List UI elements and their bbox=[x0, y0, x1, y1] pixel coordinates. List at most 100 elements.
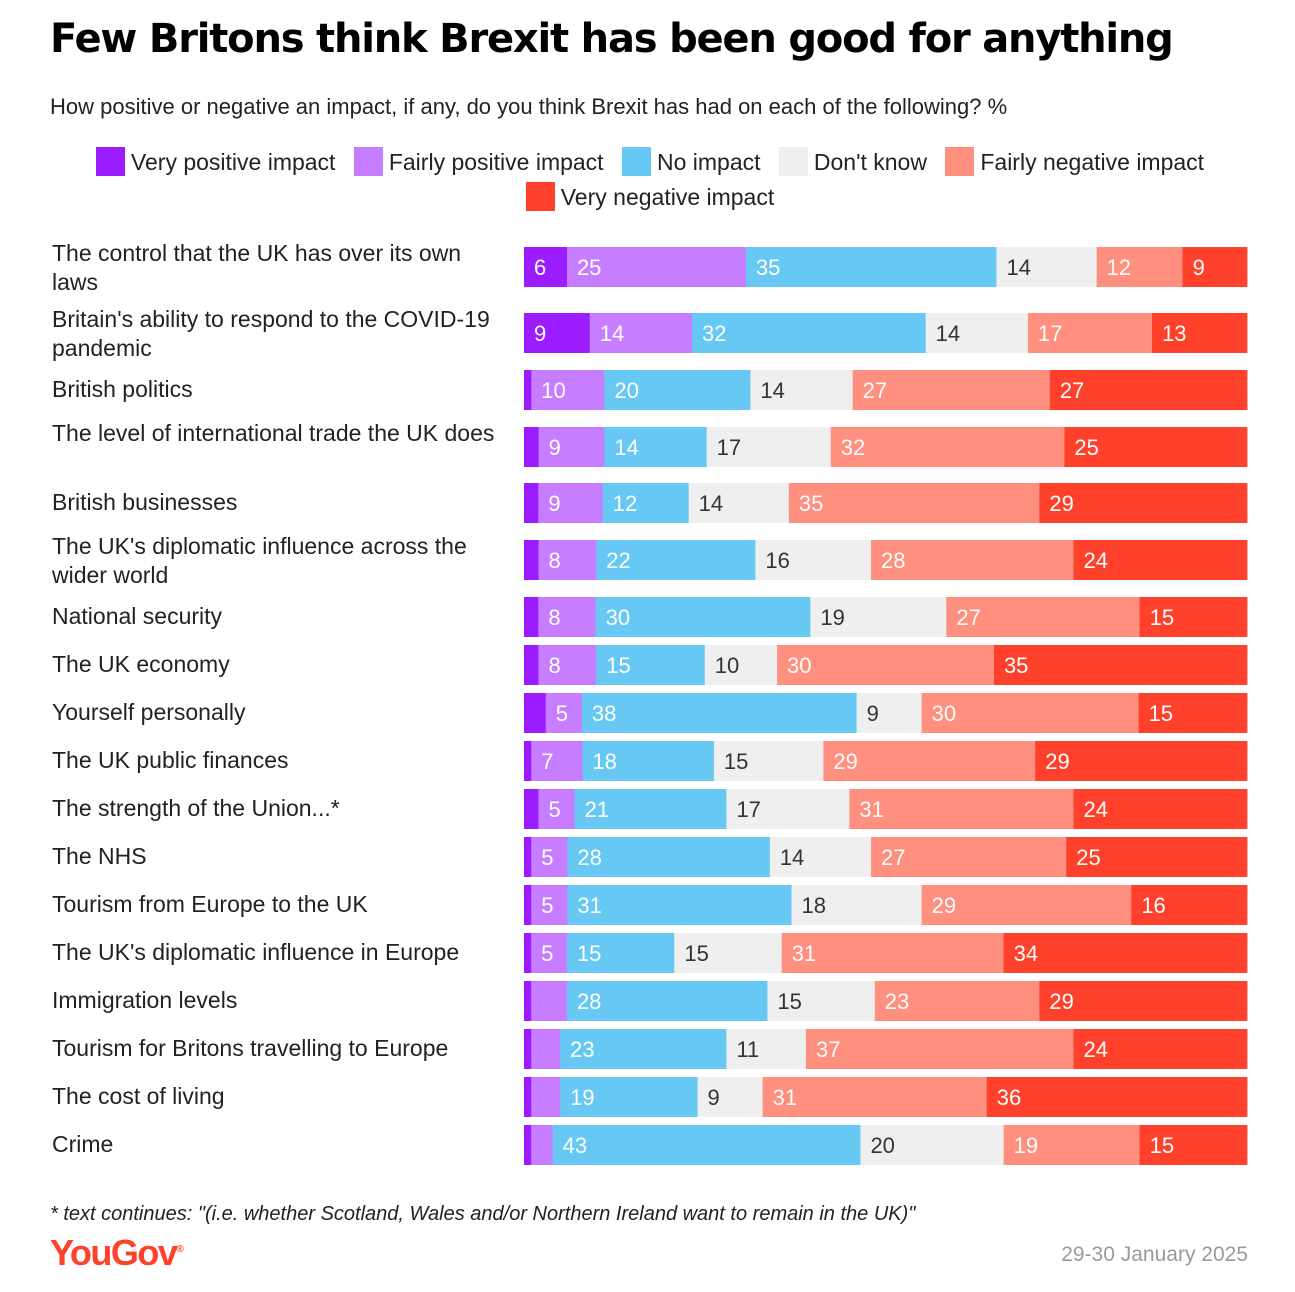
bar-segment bbox=[538, 597, 596, 637]
bar-segment bbox=[791, 885, 923, 925]
data-label: 23 bbox=[885, 989, 909, 1014]
bar-segment bbox=[993, 645, 1248, 685]
bar-segment bbox=[531, 741, 583, 781]
data-label: 29 bbox=[1045, 749, 1069, 774]
bar-segment bbox=[524, 370, 532, 410]
legend-item: Very positive impact bbox=[95, 145, 336, 180]
data-label: 9 bbox=[548, 491, 560, 516]
bar-segment bbox=[706, 427, 832, 467]
data-label: 30 bbox=[787, 653, 811, 678]
row-label: The UK public finances bbox=[52, 747, 289, 773]
bar-segment bbox=[688, 483, 790, 523]
bar-segment bbox=[581, 693, 857, 733]
bar-segment bbox=[1138, 693, 1248, 733]
bar-segment bbox=[1003, 933, 1248, 973]
data-label: 27 bbox=[881, 845, 905, 870]
bar-segment bbox=[524, 645, 539, 685]
legend-label: Very positive impact bbox=[130, 149, 336, 175]
data-label: 14 bbox=[1006, 255, 1030, 280]
bar-segment bbox=[531, 981, 568, 1021]
data-label: 25 bbox=[1074, 435, 1098, 460]
bar-segment bbox=[777, 645, 995, 685]
row-label: The UK's diplomatic influence in Europe bbox=[52, 939, 460, 965]
data-label: 25 bbox=[1076, 845, 1100, 870]
bar-segment bbox=[538, 540, 597, 580]
data-label: 29 bbox=[1049, 491, 1073, 516]
legend-swatch bbox=[95, 147, 125, 176]
row-label: Britain's ability to respond to the COVI… bbox=[52, 306, 490, 361]
bar-segment bbox=[538, 483, 604, 523]
bar-segment bbox=[524, 597, 539, 637]
data-label: 35 bbox=[1004, 653, 1028, 678]
bar-segment bbox=[524, 789, 539, 829]
data-label: 15 bbox=[1150, 1133, 1174, 1158]
row-label: The level of international trade the UK … bbox=[52, 420, 495, 446]
row-label: Crime bbox=[52, 1131, 114, 1157]
data-label: 34 bbox=[1014, 941, 1038, 966]
data-label: 14 bbox=[936, 321, 960, 346]
bar-segment bbox=[1035, 741, 1248, 781]
bar-segment bbox=[767, 981, 876, 1021]
bar-segment bbox=[769, 837, 872, 877]
bar-segment bbox=[1039, 981, 1248, 1021]
bar-segment bbox=[531, 1077, 561, 1117]
bar-segment bbox=[524, 933, 532, 973]
bar-segment bbox=[1039, 483, 1248, 523]
bar-segment bbox=[524, 540, 539, 580]
bar-segment bbox=[1139, 1125, 1248, 1165]
row-label: The UK's diplomatic influence across the… bbox=[52, 533, 467, 588]
data-label: 8 bbox=[548, 653, 560, 678]
bar-segment bbox=[788, 483, 1040, 523]
survey-date: 29-30 January 2025 bbox=[1061, 1243, 1248, 1266]
bar-segment bbox=[1131, 885, 1248, 925]
data-label: 20 bbox=[870, 1133, 894, 1158]
bar-segment bbox=[524, 885, 532, 925]
data-label: 32 bbox=[702, 321, 726, 346]
bar-segment bbox=[1152, 313, 1248, 353]
bar-segment bbox=[704, 645, 778, 685]
bar-segment bbox=[545, 693, 583, 733]
bar-segment bbox=[946, 597, 1141, 637]
data-label: 25 bbox=[577, 255, 601, 280]
row-label: National security bbox=[52, 603, 223, 629]
bar-segment bbox=[860, 1125, 1005, 1165]
data-label: 5 bbox=[541, 893, 553, 918]
row-label: Tourism for Britons travelling to Europe bbox=[52, 1035, 449, 1061]
bar-segment bbox=[531, 1029, 561, 1069]
footnote: * text continues: "(i.e. whether Scotlan… bbox=[50, 1203, 916, 1225]
data-label: 8 bbox=[548, 548, 560, 573]
data-label: 5 bbox=[548, 797, 560, 822]
data-label: 24 bbox=[1083, 797, 1107, 822]
bar-segment bbox=[538, 645, 597, 685]
bar-segment bbox=[524, 247, 568, 287]
data-label: 13 bbox=[1162, 321, 1186, 346]
bar-segment bbox=[1096, 247, 1183, 287]
legend-label: Fairly negative impact bbox=[980, 149, 1205, 175]
bar-segment bbox=[560, 1077, 698, 1117]
bar-segment bbox=[524, 741, 532, 781]
data-label: 27 bbox=[1060, 378, 1084, 403]
bar-segment bbox=[596, 645, 706, 685]
data-label: 9 bbox=[549, 435, 561, 460]
row-label: Tourism from Europe to the UK bbox=[52, 891, 368, 917]
bar-segment bbox=[852, 370, 1051, 410]
legend-label: Fairly positive impact bbox=[388, 149, 604, 175]
data-label: 12 bbox=[1107, 255, 1131, 280]
bar-segment bbox=[781, 933, 1005, 973]
data-label: 36 bbox=[997, 1085, 1021, 1110]
bar-segment bbox=[524, 313, 591, 353]
data-label: 29 bbox=[1049, 989, 1073, 1014]
legend-label: No impact bbox=[656, 149, 761, 175]
data-label: 24 bbox=[1083, 1037, 1107, 1062]
data-label: 17 bbox=[717, 435, 741, 460]
legend-swatch bbox=[525, 182, 555, 211]
data-label: 23 bbox=[570, 1037, 594, 1062]
data-label: 5 bbox=[541, 845, 553, 870]
bar-segment bbox=[531, 885, 568, 925]
bar-segment bbox=[524, 427, 540, 467]
bar-segment bbox=[595, 597, 811, 637]
data-label: 27 bbox=[863, 378, 887, 403]
bar-segment bbox=[830, 427, 1065, 467]
data-label: 12 bbox=[613, 491, 637, 516]
data-label: 15 bbox=[1149, 701, 1173, 726]
